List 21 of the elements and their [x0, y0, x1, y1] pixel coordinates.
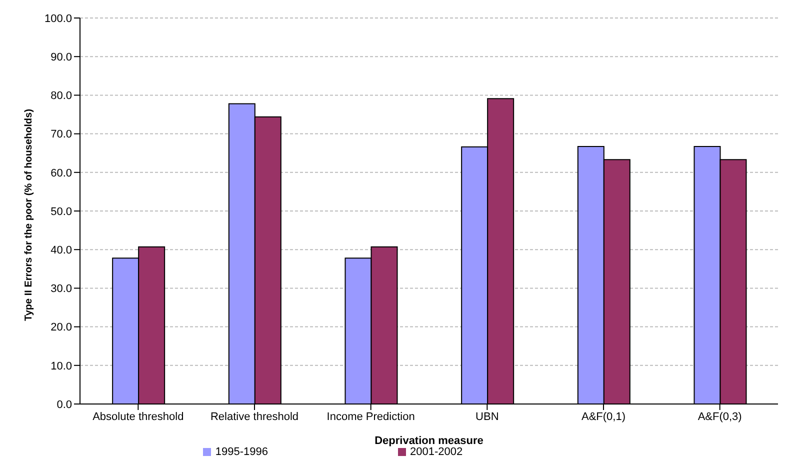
y-tick-label: 10.0 — [50, 360, 72, 372]
x-tick-label: A&F(0,1) — [581, 410, 626, 423]
legend-label: 2001-2002 — [410, 446, 463, 458]
x-tick-label: Relative threshold — [210, 410, 299, 423]
y-axis-title: Type II Errors for the poor (% of households) — [24, 108, 35, 321]
x-tick-label: Absolute threshold — [92, 410, 184, 423]
x-tick-label: UBN — [476, 410, 499, 423]
y-tick-label: 50.0 — [50, 206, 72, 218]
y-tick-label: 70.0 — [50, 128, 72, 141]
y-tick-label: 30.0 — [50, 283, 72, 296]
y-tick-label: 80.0 — [50, 90, 72, 102]
y-tick-label: 0.0 — [56, 398, 72, 411]
x-axis-title: Deprivation measure — [374, 435, 484, 447]
x-tick-label: Income Prediction — [326, 410, 415, 423]
y-tick-label: 100.0 — [44, 12, 72, 25]
legend-label: 1995-1996 — [215, 446, 268, 458]
y-tick-label: 40.0 — [50, 244, 72, 257]
y-tick-label: 20.0 — [50, 322, 72, 334]
y-tick-label: 60.0 — [50, 167, 72, 180]
y-tick-label: 90.0 — [50, 52, 72, 64]
x-tick-label: A&F(0,3) — [698, 410, 742, 423]
